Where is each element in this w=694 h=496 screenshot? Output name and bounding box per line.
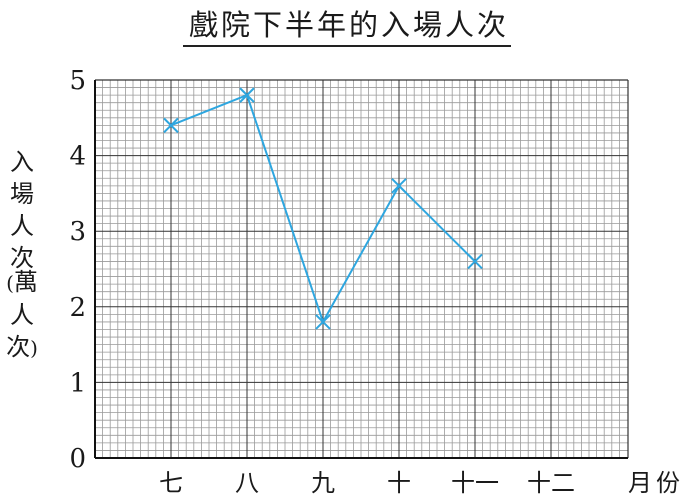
y-axis-label-char: 入 [10,148,34,176]
x-tick-label: 十一 [451,469,499,496]
y-tick-label: 0 [69,444,86,474]
y-tick-label: 1 [69,368,86,398]
x-tick-label: 八 [235,469,259,496]
y-axis-unit-char: 人 [10,301,34,329]
x-tick-label: 七 [159,469,183,496]
y-axis-label-char: 次 [10,244,34,272]
y-axis-unit-char: 萬 [13,268,38,296]
y-axis-label-char: 人 [10,212,34,240]
y-tick-label: 5 [69,66,86,96]
y-axis-unit: (萬 人 次) [6,266,38,364]
y-axis-unit-char: 次 [6,333,31,361]
y-axis-label: 入 場 人 次 (萬 人 次) [6,146,38,364]
x-tick-label: 十 [387,469,411,496]
y-tick-label: 3 [69,217,86,247]
y-axis-unit-char: ) [30,336,38,360]
y-axis-unit-char: ( [6,271,14,295]
x-tick-label: 九 [311,469,335,496]
y-axis-label-char: 場 [10,180,34,208]
y-tick-label: 4 [69,142,86,172]
data-point-marker [239,87,255,103]
data-point-marker [391,178,407,194]
data-point-marker [163,117,179,134]
y-tick-label: 2 [69,293,86,323]
data-point-marker [315,314,331,330]
x-axis-label: 月份 [628,469,684,496]
chart-title: 戲院下半年的入場人次 [182,6,511,47]
data-point-marker [467,253,483,270]
x-tick-label: 十二 [527,469,575,496]
